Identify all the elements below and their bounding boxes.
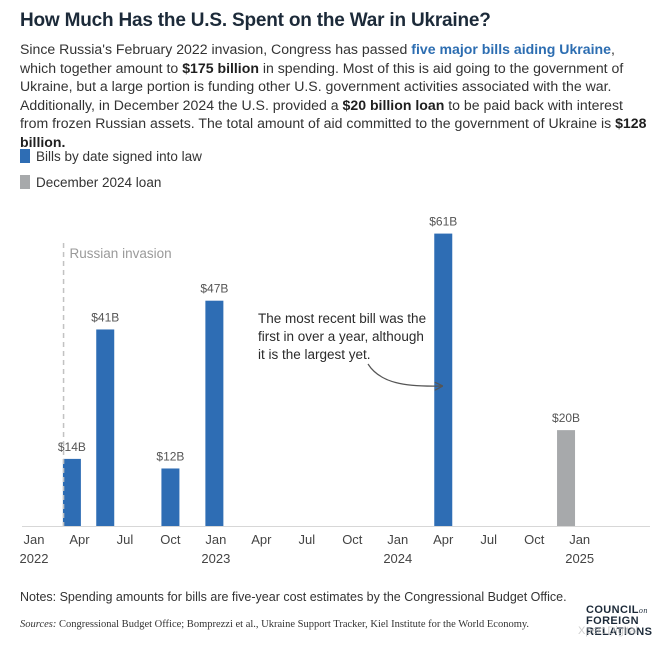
legend-item-loan: December 2024 loan [20,172,202,192]
invasion-label: Russian invasion [70,246,172,261]
x-tick-label: Jan [569,532,590,547]
subtitle-text-3: in spending. Most of this is aid going t… [20,59,624,113]
x-tick-label: Jan [387,532,408,547]
x-tick-label: Apr [69,532,90,547]
legend-item-bills: Bills by date signed into law [20,146,202,166]
logo-line-1: COUNCILon [586,604,648,616]
annotation-text-line: it is the largest yet. [258,347,371,362]
x-tick-year-label: 2025 [565,551,594,566]
x-tick-label: Jan [24,532,45,547]
x-tick-label: Jul [299,532,316,547]
subtitle-text-2: , which together amount to [20,41,615,76]
legend: Bills by date signed into law December 2… [20,146,202,198]
subtitle: Since Russia's February 2022 invasion, C… [20,40,648,151]
annotation-arrow [367,363,442,386]
x-tick-label: Oct [524,532,545,547]
watermark: Xpert.Digital [578,625,638,637]
x-tick-label: Jan [205,532,226,547]
page-title: How Much Has the U.S. Spent on the War i… [20,10,491,31]
legend-label-loan: December 2024 loan [36,174,162,190]
subtitle-bold-loan: $20 billion loan [342,96,445,113]
x-tick-year-label: 2022 [20,551,49,566]
chart-notes: Notes: Spending amounts for bills are fi… [20,590,567,604]
bar [161,468,180,526]
annotation-text-line: The most recent bill was the [258,311,426,326]
x-tick-year-label: 2023 [201,551,230,566]
annotation: The most recent bill was the first in ove… [258,311,442,386]
x-tick-label: Jul [480,532,497,547]
bar [96,329,115,526]
bars-group [62,233,576,526]
x-tick-label: Apr [433,532,454,547]
bar [557,430,576,526]
bar-labels-group: $14B $41B $12B $47B $61B $20B [58,215,580,464]
bar-value-label: $61B [429,215,457,229]
bar-value-label: $47B [200,282,228,296]
x-axis: Jan 2022 Apr Jul Oct Jan 2023 Apr Jul Oct Jan 2024 A… [20,526,650,566]
bar [62,458,81,526]
x-tick-label: Oct [342,532,363,547]
legend-swatch-loan [20,175,30,189]
bar-value-label: $14B [58,440,86,454]
cfr-logo[interactable]: COUNCILon FOREIGN RELATIONS [586,605,652,638]
legend-swatch-bills [20,149,30,163]
legend-label-bills: Bills by date signed into law [36,148,202,164]
subtitle-text-4: to be paid back with interest from froze… [20,96,623,132]
bar-value-label: $20B [552,411,580,425]
sources-label: Sources: [20,619,57,630]
x-tick-label: Jul [117,532,134,547]
logo-line-2: FOREIGN [586,615,639,627]
subtitle-bold-total: $175 billion [182,59,259,76]
bar-value-label: $41B [91,310,119,324]
annotation-text-line: first in over a year, although [258,329,424,344]
subtitle-bold-aid: $128 billion. [20,115,647,150]
invasion-marker: Russian invasion [62,243,172,526]
sources-text: Congressional Budget Office; Bomprezzi e… [56,619,530,630]
x-tick-year-label: 2024 [383,551,412,566]
bar-chart: $14B $41B $12B $47B $61B $20B Jan 2022 Apr Jul Oc… [20,215,650,566]
logo-line-3: RELATIONS [586,626,653,638]
bar-value-label: $12B [156,449,184,463]
bar [434,233,453,526]
x-tick-label: Apr [251,532,272,547]
subtitle-highlight-link[interactable]: five major bills aiding Ukraine [411,41,611,57]
chart-sources: Sources: Congressional Budget Office; Bo… [20,619,529,630]
x-tick-label: Oct [160,532,181,547]
subtitle-text-1: Since Russia's February 2022 invasion, C… [20,41,412,57]
bar [205,300,224,526]
